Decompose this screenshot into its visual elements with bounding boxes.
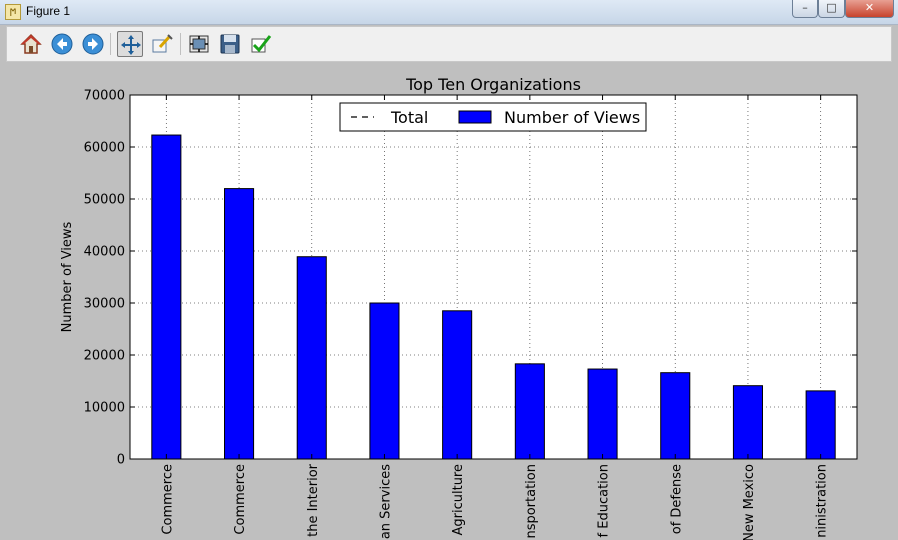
legend-views-label: Number of Views	[504, 108, 640, 127]
bar	[296, 256, 327, 460]
x-tick-label: of Defense	[669, 464, 684, 534]
checkmark-icon	[251, 35, 272, 53]
back-button[interactable]	[49, 31, 75, 57]
figure-canvas[interactable]: 0 10000 20000 30000 40000 50000 60000 70000 Com…	[6, 62, 892, 540]
subplots-icon	[189, 35, 209, 53]
y-tick-label: 60000	[84, 141, 125, 156]
y-tick-label: 10000	[84, 401, 125, 416]
y-tick-label: 70000	[84, 89, 125, 104]
zoom-button[interactable]	[149, 31, 175, 57]
bar	[224, 188, 255, 460]
x-tick-label: Agriculture	[451, 464, 466, 535]
x-tick-label: Commerce	[160, 464, 175, 535]
toolbar-separator	[110, 33, 111, 55]
x-tick-label: an Services	[378, 464, 393, 539]
legend-views-marker	[458, 110, 492, 124]
y-tick-label: 50000	[84, 193, 125, 208]
bar-chart: 0 10000 20000 30000 40000 50000 60000 70000 Com…	[60, 75, 858, 540]
save-button[interactable]	[217, 31, 243, 57]
home-icon	[20, 33, 42, 54]
x-tick-label: New Mexico	[742, 464, 757, 540]
edit-button[interactable]	[248, 31, 274, 57]
bar	[369, 302, 400, 460]
legend-total-label: Total	[390, 108, 428, 127]
x-tick-label: the Interior	[306, 463, 321, 537]
legend-box	[339, 102, 647, 132]
minimize-button[interactable]: –	[792, 0, 818, 18]
x-tick-label: nsportation	[524, 464, 539, 539]
bar	[660, 372, 691, 460]
forward-button[interactable]	[80, 31, 106, 57]
x-tick-label: Commerce	[233, 464, 248, 535]
bar	[514, 363, 545, 460]
legend: Total Number of Views	[339, 102, 647, 132]
home-button[interactable]	[18, 31, 44, 57]
y-tick-label: 0	[117, 453, 125, 468]
y-tick-label: 30000	[84, 297, 125, 312]
close-button[interactable]: ✕	[845, 0, 894, 18]
zoom-rect-icon	[152, 34, 173, 53]
bar	[732, 385, 763, 460]
y-tick-label: 20000	[84, 349, 125, 364]
y-axis-ticks: 0 10000 20000 30000 40000 50000 60000 70000	[84, 89, 857, 468]
bar	[587, 368, 618, 460]
move-icon	[121, 35, 141, 55]
maximize-button[interactable]: □	[818, 0, 845, 18]
pan-button[interactable]	[117, 31, 143, 57]
bar-series	[151, 134, 836, 460]
y-axis-label: Number of Views	[60, 221, 75, 332]
subplots-button[interactable]	[186, 31, 212, 57]
arrow-right-icon	[82, 33, 104, 55]
window-title: Figure 1	[26, 4, 71, 18]
navigation-toolbar	[6, 26, 892, 62]
arrow-left-icon	[51, 33, 73, 55]
x-axis-ticks: Commerce Commerce the Interior an Services A…	[160, 95, 830, 540]
bar	[151, 134, 182, 460]
y-tick-label: 40000	[84, 245, 125, 260]
matplotlib-icon: ϻ	[5, 4, 21, 20]
floppy-disk-icon	[220, 34, 240, 54]
bar	[805, 390, 836, 460]
x-tick-label: f Education	[597, 464, 612, 537]
window-titlebar: ϻ Figure 1 – □ ✕	[0, 0, 898, 25]
axes-frame	[129, 94, 858, 460]
x-tick-label: ninistration	[815, 464, 830, 538]
chart-title: Top Ten Organizations	[405, 75, 581, 94]
toolbar-separator	[180, 33, 181, 55]
bar	[442, 310, 473, 460]
